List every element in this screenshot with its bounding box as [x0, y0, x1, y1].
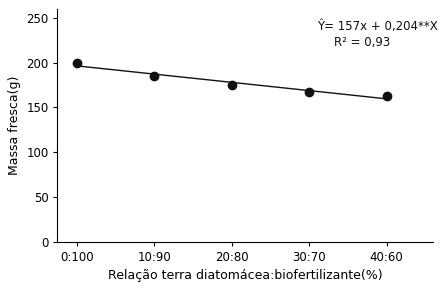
X-axis label: Relação terra diatomácea:biofertilizante(%): Relação terra diatomácea:biofertilizante… — [108, 270, 383, 283]
Point — [383, 94, 390, 98]
Text: Ŷ= 157x + 0,204**X: Ŷ= 157x + 0,204**X — [317, 19, 438, 33]
Point — [228, 83, 235, 87]
Y-axis label: Massa fresca(g): Massa fresca(g) — [8, 76, 21, 175]
Point — [151, 74, 158, 78]
Point — [306, 90, 313, 95]
Point — [73, 60, 80, 65]
Text: R² = 0,93: R² = 0,93 — [334, 36, 390, 49]
